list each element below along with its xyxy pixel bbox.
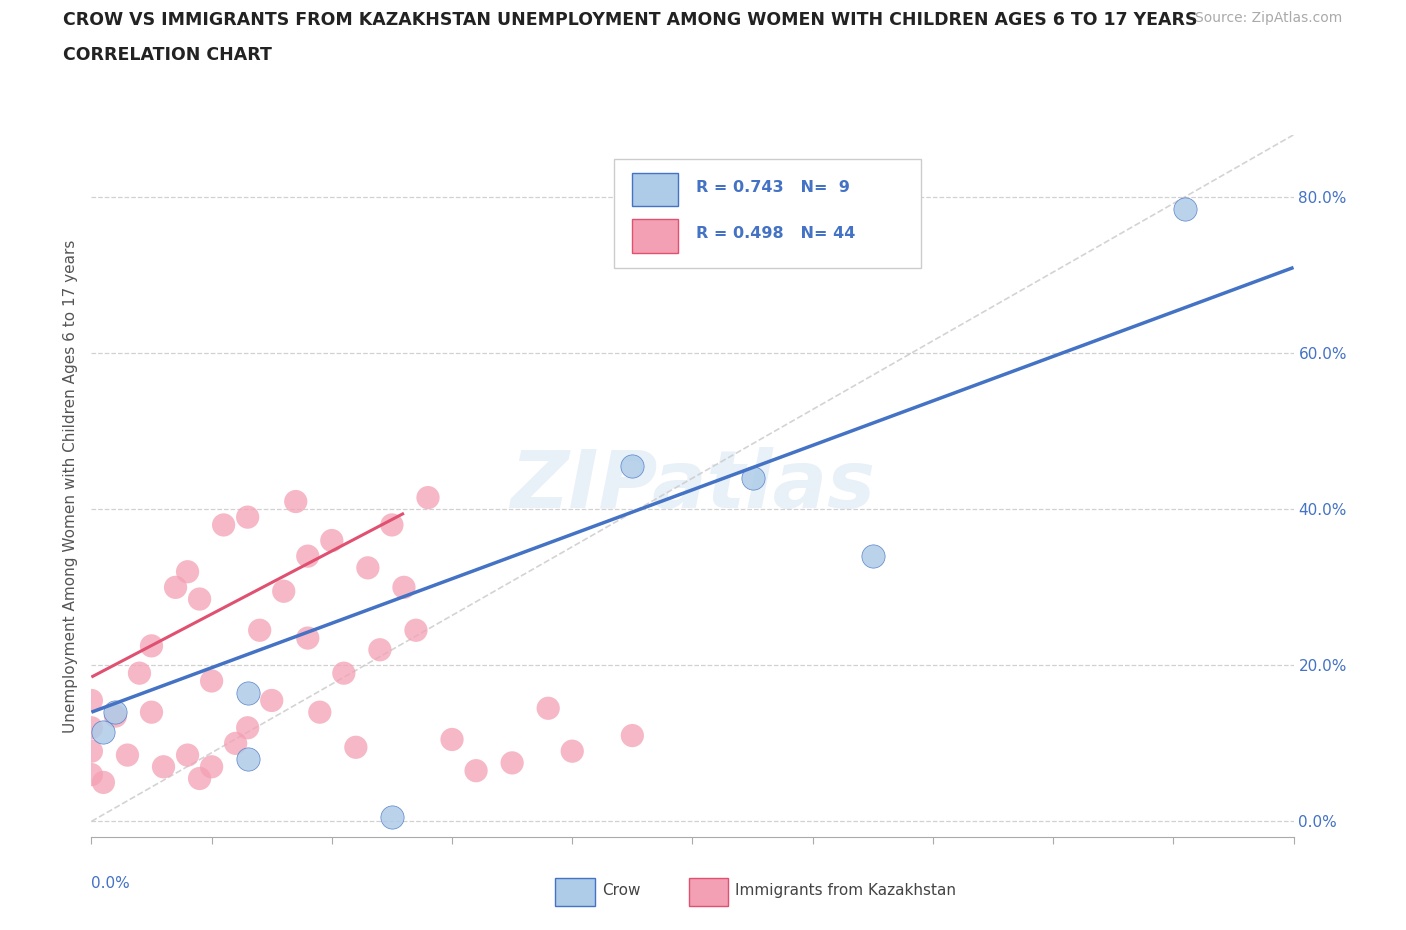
Point [201, 673, 224, 688]
Point [862, 549, 884, 564]
Point [236, 721, 259, 736]
Point [236, 751, 259, 766]
Point [117, 748, 139, 763]
Point [80, 767, 103, 782]
Text: R = 0.498   N= 44: R = 0.498 N= 44 [696, 226, 855, 242]
Text: Crow: Crow [602, 884, 640, 898]
Point [621, 728, 644, 743]
Point [260, 693, 283, 708]
Point [440, 732, 463, 747]
Point [141, 638, 163, 653]
Point [80, 693, 103, 708]
Point [236, 510, 259, 525]
Point [188, 771, 211, 786]
Text: Immigrants from Kazakhstan: Immigrants from Kazakhstan [735, 884, 956, 898]
Text: R = 0.743   N=  9: R = 0.743 N= 9 [696, 180, 851, 195]
Point [93, 724, 115, 739]
Point [176, 748, 198, 763]
Point [308, 705, 330, 720]
Point [321, 533, 343, 548]
Point [501, 755, 523, 770]
Point [297, 549, 319, 564]
Point [284, 494, 307, 509]
Point [104, 709, 127, 724]
Point [80, 744, 103, 759]
Point [333, 666, 356, 681]
Point [297, 631, 319, 645]
Point [381, 517, 404, 532]
Point [152, 759, 174, 774]
Point [236, 685, 259, 700]
Text: ZIPatlas: ZIPatlas [510, 447, 875, 525]
Point [465, 764, 488, 778]
Point [357, 561, 380, 576]
Point [188, 591, 211, 606]
FancyBboxPatch shape [633, 219, 678, 253]
Text: 0.0%: 0.0% [91, 876, 131, 891]
Point [225, 736, 247, 751]
FancyBboxPatch shape [633, 173, 678, 206]
Point [741, 471, 763, 485]
Point [141, 705, 163, 720]
Point [392, 580, 415, 595]
Point [621, 459, 644, 474]
Point [93, 775, 115, 790]
Point [405, 623, 427, 638]
Point [201, 759, 224, 774]
Point [176, 565, 198, 579]
Point [273, 584, 295, 599]
Point [344, 740, 367, 755]
Point [80, 721, 103, 736]
Y-axis label: Unemployment Among Women with Children Ages 6 to 17 years: Unemployment Among Women with Children A… [62, 239, 77, 733]
Point [212, 517, 235, 532]
Point [537, 701, 560, 716]
Point [1174, 202, 1197, 217]
Point [104, 705, 127, 720]
Point [416, 490, 439, 505]
Text: Source: ZipAtlas.com: Source: ZipAtlas.com [1195, 11, 1343, 25]
Point [381, 810, 404, 825]
Point [165, 580, 187, 595]
FancyBboxPatch shape [614, 159, 921, 268]
Point [561, 744, 583, 759]
Point [368, 643, 391, 658]
Text: CROW VS IMMIGRANTS FROM KAZAKHSTAN UNEMPLOYMENT AMONG WOMEN WITH CHILDREN AGES 6: CROW VS IMMIGRANTS FROM KAZAKHSTAN UNEMP… [63, 11, 1198, 29]
Point [128, 666, 150, 681]
Text: CORRELATION CHART: CORRELATION CHART [63, 46, 273, 64]
Point [249, 623, 271, 638]
